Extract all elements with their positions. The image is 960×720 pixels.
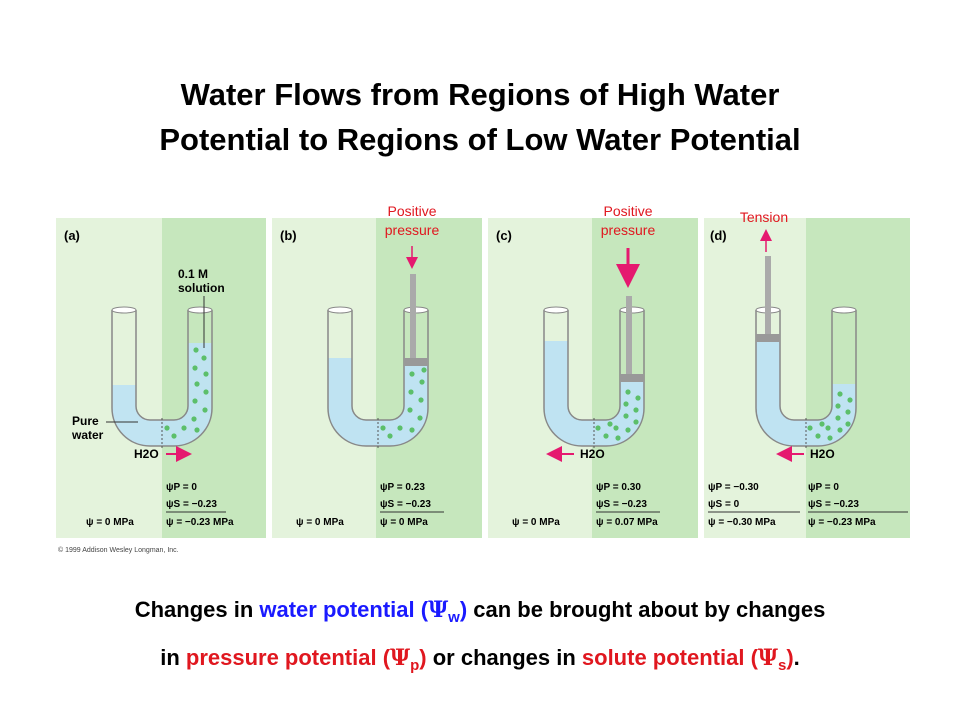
panel-c-letter: (c) — [496, 228, 512, 243]
panel-d-right-psi: ψ = −0.23 MPa — [808, 517, 876, 528]
panel-c-right-psi-p: ψP = 0.30 — [596, 482, 641, 493]
panel-b-top-label-2: pressure — [385, 222, 440, 238]
close-paren: ) — [419, 645, 427, 670]
title-line-2: Potential to Regions of Low Water Potent… — [159, 122, 801, 157]
panel-c-right-psi: ψ = 0.07 MPa — [596, 517, 658, 528]
panel-a-pure-label-2: water — [71, 428, 104, 442]
panel-a-solution-label-1: 0.1 M — [178, 267, 208, 281]
panel-d-right-psi-s: ψS = −0.23 — [808, 499, 859, 510]
solute-potential-label: solute potential ( — [581, 645, 758, 670]
caption-line-2: in pressure potential (Ψp) or changes in… — [0, 638, 960, 686]
panel-b-water — [328, 358, 428, 446]
panel-b-left-psi: ψ = 0 MPa — [296, 517, 344, 528]
panel-b-solute-dots — [380, 367, 427, 439]
panel-a-right-psi: ψ = −0.23 MPa — [166, 517, 234, 528]
panel-d-left-bg — [704, 218, 806, 538]
panel-a: (a) 0.1 M solution Pure water H2O ψ — [56, 218, 266, 538]
panel-d-left-psi: ψ = −0.30 MPa — [708, 517, 776, 528]
panel-c-left-psi: ψ = 0 MPa — [512, 517, 560, 528]
panel-a-solution-label-2: solution — [178, 281, 225, 295]
panel-b-top-label-1: Positive — [387, 203, 436, 219]
panel-a-right-opening — [187, 306, 213, 314]
panel-d-right-opening — [831, 306, 857, 314]
u-tube-diagram: (a) 0.1 M solution Pure water H2O ψ — [56, 203, 910, 554]
caption: Changes in water potential (Ψw) can be b… — [0, 590, 960, 686]
panel-c-left-opening — [543, 306, 569, 314]
psi-symbol: Ψ — [390, 645, 411, 671]
psi-symbol: Ψ — [757, 645, 778, 671]
pressure-potential-term: pressure potential (Ψp) — [185, 645, 427, 674]
panel-b-left-opening — [327, 306, 353, 314]
panel-d-piston-rod — [765, 256, 771, 338]
panel-c-water — [544, 341, 644, 446]
psi-symbol: Ψ — [428, 597, 449, 623]
panel-a-left-psi: ψ = 0 MPa — [86, 517, 134, 528]
panel-b-right-bg — [376, 218, 482, 538]
slide-title: Water Flows from Regions of High Water P… — [0, 72, 960, 162]
panel-d-piston — [756, 334, 780, 342]
panel-d-right-psi-p: ψP = 0 — [808, 482, 839, 493]
panel-a-h2o: H2O — [134, 447, 159, 461]
panel-a-water — [112, 343, 212, 446]
panel-b-piston — [404, 358, 428, 366]
panel-c-top-label-2: pressure — [601, 222, 656, 238]
panel-d-left-psi-p: ψP = −0.30 — [708, 482, 759, 493]
caption-line-1: Changes in water potential (Ψw) can be b… — [0, 590, 960, 638]
solute-potential-term: solute potential (Ψs) — [581, 645, 794, 674]
panel-c-right-psi-s: ψS = −0.23 — [596, 499, 647, 510]
panel-b-piston-rod — [410, 274, 416, 360]
panel-a-pure-label-1: Pure — [72, 414, 99, 428]
panel-d-right-bg — [806, 218, 910, 538]
subscript-w: w — [448, 609, 460, 626]
caption-text: Changes in — [134, 597, 260, 622]
panel-d-top-label: Tension — [740, 209, 788, 225]
panel-b-right-psi: ψ = 0 MPa — [380, 517, 428, 528]
panel-d-letter: (d) — [710, 228, 727, 243]
panel-a-left-opening — [111, 306, 137, 314]
close-paren: ) — [459, 597, 468, 622]
panel-a-left-bg — [56, 218, 162, 538]
panel-b: (b) Positive pressure ψ = 0 MPa ψP = 0.2… — [272, 203, 482, 538]
panel-b-left-bg — [272, 218, 376, 538]
pressure-potential-label: pressure potential ( — [185, 645, 391, 670]
panel-a-right-bg — [162, 218, 266, 538]
panel-a-solute-dots — [164, 347, 209, 439]
panel-c-piston-rod — [626, 296, 632, 376]
panel-b-right-psi-p: ψP = 0.23 — [380, 482, 425, 493]
panel-d-left-psi-s: ψS = 0 — [708, 499, 740, 510]
panel-d: (d) Tension H2O ψP = −0.30 ψS = 0 ψ = −0… — [704, 209, 910, 538]
panel-d-water — [756, 342, 856, 446]
panel-d-solute-dots — [807, 391, 853, 441]
panel-c-h2o: H2O — [580, 447, 605, 461]
panel-c-right-bg — [592, 218, 698, 538]
panel-a-right-psi-s: ψS = −0.23 — [166, 499, 217, 510]
panel-d-h2o: H2O — [810, 447, 835, 461]
close-paren: ) — [786, 645, 794, 670]
panel-c-top-label-1: Positive — [603, 203, 652, 219]
subscript-p: p — [410, 657, 420, 674]
copyright-notice: © 1999 Addison Wesley Longman, Inc. — [58, 546, 179, 554]
subscript-s: s — [777, 657, 787, 674]
panel-a-right-psi-p: ψP = 0 — [166, 482, 197, 493]
panel-c: (c) Positive pressure H2O ψ = 0 MPa ψP =… — [488, 203, 698, 538]
panel-a-letter: (a) — [64, 228, 80, 243]
water-potential-term: water potential (Ψw) — [259, 597, 468, 626]
water-potential-label: water potential ( — [259, 597, 429, 622]
panel-c-left-bg — [488, 218, 592, 538]
title-line-1: Water Flows from Regions of High Water — [180, 77, 780, 112]
panel-b-letter: (b) — [280, 228, 297, 243]
panel-c-piston — [620, 374, 644, 382]
panel-c-solute-dots — [595, 389, 641, 441]
caption-text: in — [160, 645, 186, 670]
period: . — [793, 645, 800, 670]
caption-text: or changes in — [426, 645, 582, 670]
caption-text: can be brought about by changes — [467, 597, 826, 622]
water-potential-figure: (a) 0.1 M solution Pure water H2O ψ — [56, 198, 910, 558]
panel-b-right-psi-s: ψS = −0.23 — [380, 499, 431, 510]
